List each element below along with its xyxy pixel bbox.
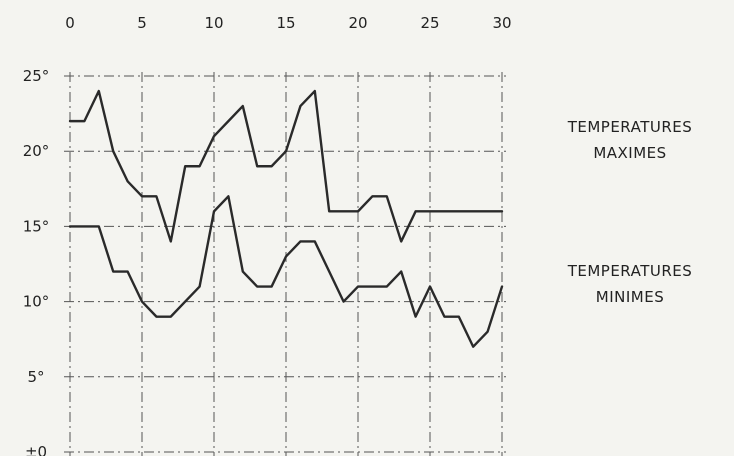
y-tick-label: 25° bbox=[23, 67, 50, 85]
x-tick-label: 20 bbox=[348, 14, 367, 32]
series-label: MAXIMES bbox=[593, 144, 666, 162]
y-tick-label: 10° bbox=[23, 293, 50, 311]
series-label: TEMPERATURES bbox=[567, 118, 693, 136]
series-line bbox=[68, 89, 504, 243]
y-axis-ticks: 25° 20° 15° 10° 5° ±0 bbox=[23, 67, 50, 456]
series-labels: TEMPERATURES MAXIMES TEMPERATURES MINIMES bbox=[567, 118, 693, 306]
x-tick-label: 0 bbox=[65, 14, 75, 32]
x-tick-label: 15 bbox=[276, 14, 295, 32]
y-tick-label: ±0 bbox=[25, 443, 47, 456]
x-tick-label: 5 bbox=[137, 14, 147, 32]
x-tick-label: 10 bbox=[204, 14, 223, 32]
x-tick-label: 30 bbox=[492, 14, 511, 32]
y-tick-label: 15° bbox=[23, 217, 50, 235]
y-tick-label: 5° bbox=[27, 368, 44, 386]
x-tick-label: 25 bbox=[420, 14, 439, 32]
x-axis-ticks: 0 5 10 15 20 25 30 bbox=[65, 14, 511, 32]
y-tick-label: 20° bbox=[23, 142, 50, 160]
chart-series bbox=[68, 89, 504, 348]
series-label: TEMPERATURES bbox=[567, 262, 693, 280]
series-line bbox=[68, 195, 504, 348]
series-label: MINIMES bbox=[596, 288, 664, 306]
